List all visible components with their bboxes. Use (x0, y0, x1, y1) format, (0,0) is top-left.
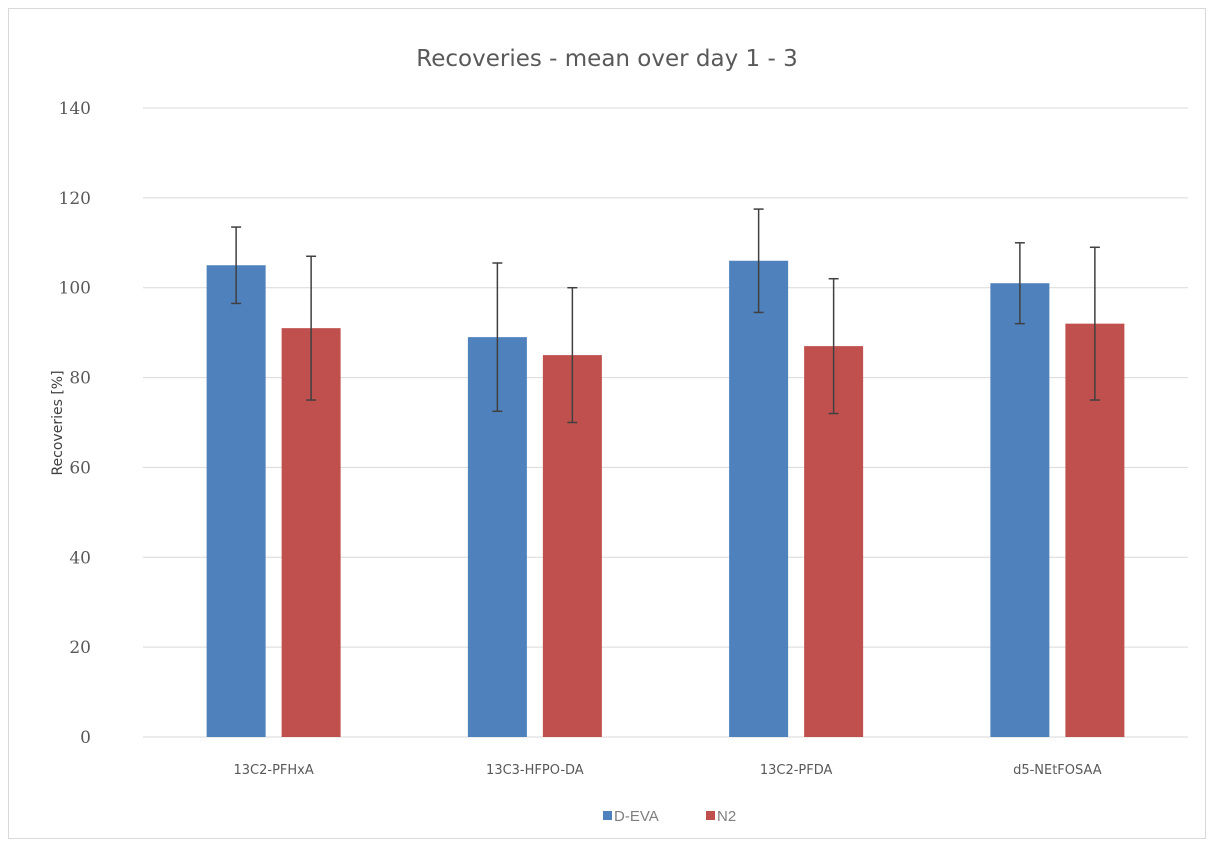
bar (206, 265, 266, 737)
y-tick-label: 0 (80, 728, 91, 748)
bar (990, 283, 1050, 737)
legend-label: N2 (717, 808, 736, 825)
x-tick-label: d5-NEtFOSAA (1013, 763, 1102, 778)
bar (729, 260, 789, 737)
legend-swatch (706, 811, 715, 820)
x-tick-label: 13C2-PFHxA (233, 763, 313, 778)
x-tick-label: 13C2-PFDA (760, 763, 833, 778)
y-tick-label: 40 (69, 548, 91, 568)
y-axis-label: Recoveries [%] (50, 370, 66, 475)
y-tick-label: 80 (69, 369, 91, 389)
y-tick-label: 100 (59, 279, 91, 299)
legend-swatch (603, 811, 612, 820)
legend-label: D-EVA (614, 808, 659, 825)
y-tick-label: 20 (69, 638, 91, 658)
y-tick-label: 60 (69, 458, 91, 478)
y-tick-label: 140 (59, 99, 91, 119)
y-tick-label: 120 (59, 189, 91, 209)
chart-title: Recoveries - mean over day 1 - 3 (416, 46, 797, 72)
x-tick-label: 13C3-HFPO-DA (486, 763, 584, 778)
